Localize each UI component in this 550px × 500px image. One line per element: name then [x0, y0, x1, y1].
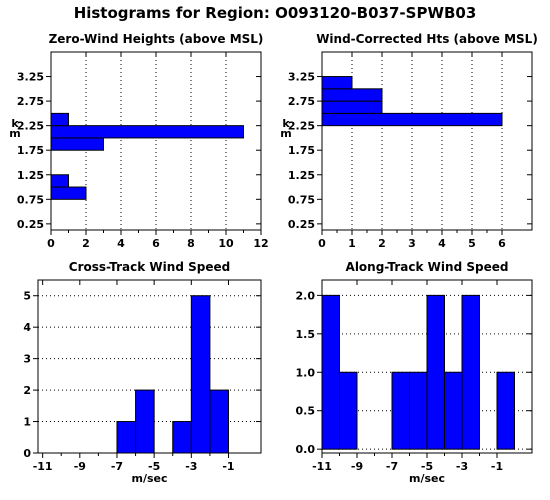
- x-tick-label: -5: [421, 460, 433, 473]
- y-tick-label: 2.75: [288, 95, 315, 108]
- y-tick-label: 2: [23, 384, 31, 397]
- y-tick-label: 2.25: [288, 120, 315, 133]
- histogram-bar: [321, 88, 383, 102]
- histogram-bar: [50, 125, 244, 139]
- x-tick-label: 6: [152, 237, 160, 250]
- y-tick-label: 2.0: [296, 289, 316, 302]
- histogram-bar: [444, 371, 463, 450]
- x-tick-label: -5: [148, 460, 160, 473]
- x-tick-label: 8: [187, 237, 195, 250]
- y-tick-label: 0.75: [17, 193, 44, 206]
- wind-corrected-panel: Wind-Corrected Hts (above MSL) 0 1 2 3 4 5 6 0.2…: [280, 32, 538, 250]
- x-tick-label: 3: [408, 237, 416, 250]
- histogram-bar: [135, 389, 155, 454]
- y-tick-label: 1.25: [17, 169, 44, 182]
- plot-frame: [37, 279, 262, 454]
- y-tick-label: 0: [23, 447, 31, 460]
- y-tick-label: 5: [23, 290, 31, 303]
- x-tick-label: 6: [498, 237, 506, 250]
- histogram-bar: [391, 371, 410, 450]
- x-tick-label: 0: [47, 237, 55, 250]
- y-tick-label: 1.5: [296, 328, 316, 341]
- histogram-bar: [409, 371, 428, 450]
- x-tick-label: 12: [253, 237, 268, 250]
- y-tick-label: 1.0: [296, 366, 316, 379]
- histogram-bar: [321, 76, 353, 90]
- panel-title: Along-Track Wind Speed: [346, 260, 509, 274]
- x-tick-label: 4: [117, 237, 125, 250]
- y-tick-label: 1.75: [17, 144, 44, 157]
- along-track-panel: Along-Track Wind Speed -11 -9 -7 -5 -3 -1 0.0 0.…: [296, 260, 533, 485]
- histogram-bar: [50, 137, 104, 151]
- histogram-bar: [339, 371, 358, 450]
- y-tick-label: 0.25: [288, 218, 315, 231]
- y-tick-label: 1.75: [288, 144, 315, 157]
- y-tick-label: 3.25: [17, 71, 44, 84]
- histogram-bar: [172, 421, 192, 454]
- zero-wind-panel: Zero-Wind Heights (above MSL) 0 2 4 6 8 10 12 0.…: [9, 32, 268, 250]
- x-tick-label: -7: [111, 460, 123, 473]
- histogram-bar: [50, 112, 69, 127]
- x-axis-label: m/sec: [131, 472, 167, 485]
- x-tick-label: -1: [491, 460, 503, 473]
- histogram-bar: [190, 295, 211, 454]
- y-tick-label: 1.25: [288, 169, 315, 182]
- x-tick-label: 10: [218, 237, 234, 250]
- histogram-bar: [321, 100, 383, 114]
- x-tick-label: 2: [378, 237, 386, 250]
- y-tick-label: 2.25: [17, 120, 44, 133]
- y-tick-label: 0.0: [296, 443, 316, 456]
- x-tick-label: -7: [386, 460, 398, 473]
- histogram-bar: [321, 294, 340, 450]
- x-tick-label: -9: [351, 460, 363, 473]
- y-tick-label: 2.75: [17, 95, 44, 108]
- y-tick-label: 1: [23, 416, 31, 429]
- plot-frame: [321, 51, 533, 231]
- histogram-bar: [496, 371, 515, 450]
- histogram-bar: [50, 174, 69, 188]
- x-tick-label: 2: [82, 237, 90, 250]
- y-tick-label: 0.25: [17, 218, 44, 231]
- y-tick-label: 3: [23, 353, 31, 366]
- histogram-bar: [116, 421, 137, 454]
- x-tick-label: -1: [222, 460, 234, 473]
- histogram-bar: [461, 294, 480, 450]
- x-tick-label: -11: [312, 460, 332, 473]
- x-tick-label: 1: [348, 237, 356, 250]
- x-tick-label: -9: [74, 460, 86, 473]
- histogram-bar: [321, 112, 503, 127]
- x-tick-label: -3: [456, 460, 468, 473]
- histogram-bar: [50, 186, 87, 200]
- y-tick-label: 0.5: [296, 405, 316, 418]
- y-tick-label: 0.75: [288, 193, 315, 206]
- panel-title: Wind-Corrected Hts (above MSL): [316, 32, 538, 46]
- x-axis-label: m/sec: [409, 472, 445, 485]
- x-tick-label: 4: [438, 237, 446, 250]
- page-title: Histograms for Region: O093120-B037-SPWB…: [73, 4, 477, 22]
- y-tick-label: 3.25: [288, 71, 315, 84]
- histogram-bar: [426, 294, 445, 450]
- x-tick-label: -3: [185, 460, 197, 473]
- x-tick-label: 0: [318, 237, 326, 250]
- y-tick-label: 4: [23, 321, 31, 334]
- cross-track-panel: Cross-Track Wind Speed -11 -9 -7 -5 -3 -1 0 1 2 3 4…: [23, 260, 262, 485]
- x-tick-label: -11: [33, 460, 53, 473]
- panel-title: Zero-Wind Heights (above MSL): [49, 32, 264, 46]
- x-tick-label: 5: [468, 237, 476, 250]
- panel-title: Cross-Track Wind Speed: [69, 260, 230, 274]
- histogram-bar: [209, 389, 229, 454]
